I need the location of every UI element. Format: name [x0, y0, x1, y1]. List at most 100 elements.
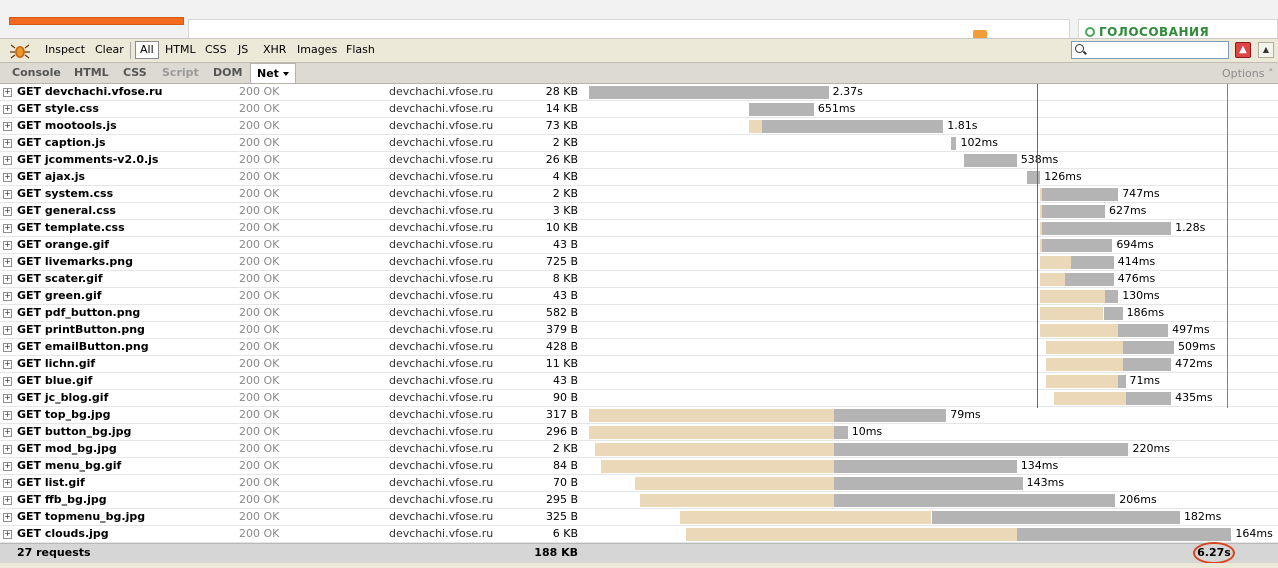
expand-icon[interactable]: +: [3, 376, 12, 386]
search-input[interactable]: [1071, 41, 1229, 59]
timeline-wait-bar: [1040, 290, 1105, 303]
request-row[interactable]: + GET pdf_button.png 200 OK devchachi.vfose…: [0, 305, 1278, 322]
rss-icon: [973, 30, 987, 38]
expand-icon[interactable]: +: [3, 444, 12, 454]
minimize-button[interactable]: ▲: [1235, 42, 1251, 58]
expand-icon[interactable]: +: [3, 308, 12, 318]
request-name: GET green.gif: [17, 289, 102, 302]
firebug-icon[interactable]: [10, 42, 30, 59]
expand-icon[interactable]: +: [3, 461, 12, 471]
tab-console[interactable]: Console: [12, 66, 61, 79]
expand-icon[interactable]: +: [3, 342, 12, 352]
request-row[interactable]: + GET emailButton.png 200 OK devchachi.vfos…: [0, 339, 1278, 356]
filter-xhr[interactable]: XHR: [263, 43, 287, 56]
expand-icon[interactable]: +: [3, 223, 12, 233]
request-row[interactable]: + GET printButton.png 200 OK devchachi.vfos…: [0, 322, 1278, 339]
request-name: GET livemarks.png: [17, 255, 133, 268]
expand-icon[interactable]: +: [3, 529, 12, 539]
expand-icon[interactable]: +: [3, 257, 12, 267]
request-status: 200 OK: [239, 255, 280, 268]
options-label: Options: [1222, 67, 1265, 80]
request-domain: devchachi.vfose.ru: [389, 510, 494, 523]
filter-flash[interactable]: Flash: [346, 43, 375, 56]
tab-script[interactable]: Script: [162, 66, 199, 79]
request-row[interactable]: + GET ffb_bg.jpg 200 OK devchachi.vfose.ru 2…: [0, 492, 1278, 509]
tab-css[interactable]: CSS: [123, 66, 147, 79]
request-size: 582 B: [545, 306, 578, 319]
filter-css[interactable]: CSS: [205, 43, 227, 56]
expand-icon[interactable]: +: [3, 104, 12, 114]
expand-icon[interactable]: +: [3, 138, 12, 148]
request-status: 200 OK: [239, 374, 280, 387]
expand-icon[interactable]: +: [3, 291, 12, 301]
tab-dom[interactable]: DOM: [213, 66, 243, 79]
request-name: GET mod_bg.jpg: [17, 442, 117, 455]
filter-images[interactable]: Images: [297, 43, 338, 56]
request-row[interactable]: + GET style.css 200 OK devchachi.vfose.ru 14…: [0, 101, 1278, 118]
request-row[interactable]: + GET button_bg.jpg 200 OK devchachi.vfose.…: [0, 424, 1278, 441]
expand-icon[interactable]: +: [3, 274, 12, 284]
expand-icon[interactable]: +: [3, 410, 12, 420]
request-status: 200 OK: [239, 272, 280, 285]
expand-icon[interactable]: +: [3, 189, 12, 199]
request-row[interactable]: + GET menu_bg.gif 200 OK devchachi.vfose.ru…: [0, 458, 1278, 475]
request-row[interactable]: + GET green.gif 200 OK devchachi.vfose.ru 43…: [0, 288, 1278, 305]
request-row[interactable]: + GET general.css 200 OK devchachi.vfose.ru…: [0, 203, 1278, 220]
filter-js[interactable]: JS: [238, 43, 249, 56]
request-row[interactable]: + GET list.gif 200 OK devchachi.vfose.ru 70 …: [0, 475, 1278, 492]
filter-html[interactable]: HTML: [165, 43, 196, 56]
expand-icon[interactable]: +: [3, 393, 12, 403]
options-menu[interactable]: Options ˄: [1222, 67, 1274, 80]
scroll-up-button[interactable]: ▲: [1258, 42, 1274, 58]
request-row[interactable]: + GET orange.gif 200 OK devchachi.vfose.ru 4…: [0, 237, 1278, 254]
request-status: 200 OK: [239, 119, 280, 132]
expand-icon[interactable]: +: [3, 427, 12, 437]
timeline-load-bar: [1125, 392, 1172, 405]
filter-all[interactable]: All: [135, 41, 159, 59]
request-row[interactable]: + GET devchachi.vfose.ru 200 OK devchachi.v…: [0, 84, 1278, 101]
timeline-load-bar: [1103, 307, 1123, 320]
timeline-load-bar: [762, 120, 944, 133]
request-row[interactable]: + GET lichn.gif 200 OK devchachi.vfose.ru 11…: [0, 356, 1278, 373]
request-row[interactable]: + GET system.css 200 OK devchachi.vfose.ru 2…: [0, 186, 1278, 203]
request-row[interactable]: + GET livemarks.png 200 OK devchachi.vfose.…: [0, 254, 1278, 271]
request-row[interactable]: + GET top_bg.jpg 200 OK devchachi.vfose.ru 3…: [0, 407, 1278, 424]
request-name: GET caption.js: [17, 136, 106, 149]
request-row[interactable]: + GET jcomments-v2.0.js 200 OK devchachi.vf…: [0, 152, 1278, 169]
expand-icon[interactable]: +: [3, 478, 12, 488]
expand-icon[interactable]: +: [3, 121, 12, 131]
request-row[interactable]: + GET topmenu_bg.jpg 200 OK devchachi.vfose…: [0, 509, 1278, 526]
expand-icon[interactable]: +: [3, 240, 12, 250]
request-row[interactable]: + GET jc_blog.gif 200 OK devchachi.vfose.ru…: [0, 390, 1278, 407]
request-domain: devchachi.vfose.ru: [389, 476, 494, 489]
request-size: 84 B: [552, 459, 578, 472]
tab-net[interactable]: Net: [250, 63, 296, 83]
expand-icon[interactable]: +: [3, 512, 12, 522]
tab-net-label: Net: [257, 67, 279, 80]
request-row[interactable]: + GET caption.js 200 OK devchachi.vfose.ru 2…: [0, 135, 1278, 152]
request-row[interactable]: + GET ajax.js 200 OK devchachi.vfose.ru 4 KB…: [0, 169, 1278, 186]
page-orange-bar: [9, 17, 184, 25]
request-time: 694ms: [1116, 238, 1154, 251]
expand-icon[interactable]: +: [3, 172, 12, 182]
timeline-load-bar: [1041, 239, 1113, 252]
request-name: GET emailButton.png: [17, 340, 149, 353]
expand-icon[interactable]: +: [3, 206, 12, 216]
request-domain: devchachi.vfose.ru: [389, 442, 494, 455]
clear-button[interactable]: Clear: [95, 43, 124, 56]
request-row[interactable]: + GET mod_bg.jpg 200 OK devchachi.vfose.ru 2…: [0, 441, 1278, 458]
tab-html[interactable]: HTML: [74, 66, 109, 79]
inspect-button[interactable]: Inspect: [45, 43, 86, 56]
expand-icon[interactable]: +: [3, 359, 12, 369]
expand-icon[interactable]: +: [3, 155, 12, 165]
request-row[interactable]: + GET mootools.js 200 OK devchachi.vfose.ru…: [0, 118, 1278, 135]
request-row[interactable]: + GET scater.gif 200 OK devchachi.vfose.ru 8…: [0, 271, 1278, 288]
request-row[interactable]: + GET clouds.jpg 200 OK devchachi.vfose.ru 6…: [0, 526, 1278, 543]
request-row[interactable]: + GET template.css 200 OK devchachi.vfose.r…: [0, 220, 1278, 237]
request-time: 134ms: [1020, 459, 1059, 472]
expand-icon[interactable]: +: [3, 495, 12, 505]
expand-icon[interactable]: +: [3, 87, 12, 97]
request-status: 200 OK: [239, 136, 280, 149]
request-row[interactable]: + GET blue.gif 200 OK devchachi.vfose.ru 43 …: [0, 373, 1278, 390]
expand-icon[interactable]: +: [3, 325, 12, 335]
